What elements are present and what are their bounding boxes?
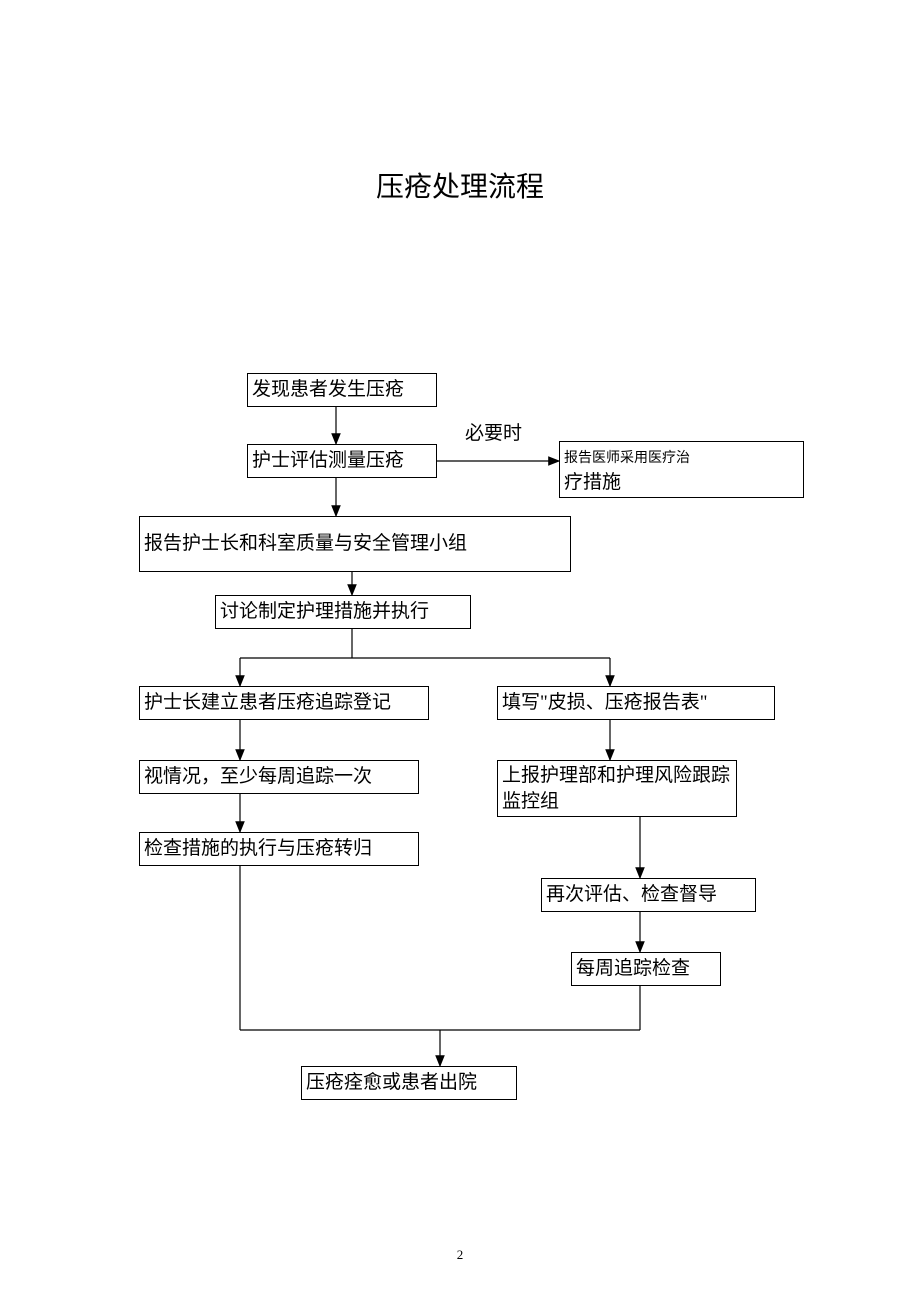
flowchart-node-n5l: 护士长建立患者压疮追踪登记 bbox=[139, 686, 429, 720]
node-text: 报告医师采用医疗治疗措施 bbox=[564, 444, 690, 495]
node-text: 每周追踪检查 bbox=[576, 956, 690, 982]
node-text: 报告护士长和科室质量与安全管理小组 bbox=[144, 531, 467, 557]
node-text: 讨论制定护理措施并执行 bbox=[220, 599, 429, 625]
page-title: 压疮处理流程 bbox=[0, 165, 920, 205]
edge-label-lbl_necessary: 必要时 bbox=[465, 418, 522, 445]
flowchart-node-n3: 报告护士长和科室质量与安全管理小组 bbox=[139, 516, 571, 572]
flowchart-node-n2b: 报告医师采用医疗治疗措施 bbox=[559, 441, 804, 498]
node-text: 护士评估测量压疮 bbox=[252, 448, 404, 474]
node-text: 检查措施的执行与压疮转归 bbox=[144, 836, 372, 862]
node-text: 上报护理部和护理风险跟踪监控组 bbox=[502, 763, 732, 814]
node-text: 发现患者发生压疮 bbox=[252, 377, 404, 403]
page: 压疮处理流程 发现患者发生压疮护士评估测量压疮 报告医师采用医疗治疗措施报告护士长… bbox=[0, 0, 920, 1303]
flowchart-node-n6l: 视情况，至少每周追踪一次 bbox=[139, 760, 419, 794]
flowchart-node-n8r: 每周追踪检查 bbox=[571, 952, 721, 986]
node-text: 填写"皮损、压疮报告表" bbox=[502, 690, 708, 716]
flowchart-node-n7l: 检查措施的执行与压疮转归 bbox=[139, 832, 419, 866]
node-text: 压疮痊愈或患者出院 bbox=[306, 1070, 477, 1096]
flowchart-node-n6r: 上报护理部和护理风险跟踪监控组 bbox=[497, 760, 737, 817]
page-number: 2 bbox=[0, 1247, 920, 1263]
flowchart-node-n4: 讨论制定护理措施并执行 bbox=[215, 595, 471, 629]
node-text: 护士长建立患者压疮追踪登记 bbox=[144, 690, 391, 716]
flowchart-node-n2: 护士评估测量压疮 bbox=[247, 444, 437, 478]
flowchart-node-n7r: 再次评估、检查督导 bbox=[541, 878, 756, 912]
flowchart-node-n9: 压疮痊愈或患者出院 bbox=[301, 1066, 517, 1100]
node-text: 视情况，至少每周追踪一次 bbox=[144, 764, 372, 790]
node-text: 再次评估、检查督导 bbox=[546, 882, 717, 908]
flowchart-node-n1: 发现患者发生压疮 bbox=[247, 373, 437, 407]
flowchart-node-n5r: 填写"皮损、压疮报告表" bbox=[497, 686, 775, 720]
